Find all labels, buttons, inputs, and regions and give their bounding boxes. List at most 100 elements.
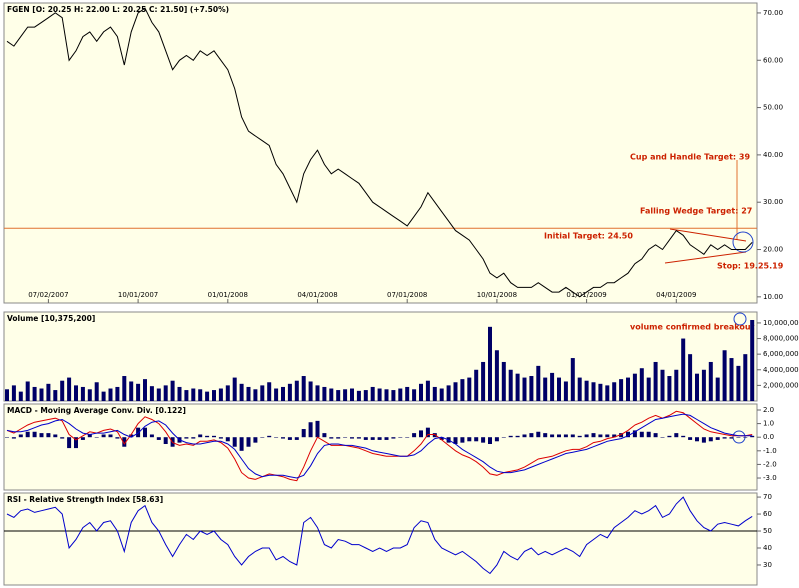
volume-bar [653, 361, 658, 401]
y-tick-label: 1.0 [763, 420, 774, 428]
histogram-bar [198, 434, 203, 438]
volume-bar [522, 377, 527, 401]
x-tick-label: 04/01/2008 [297, 291, 337, 299]
volume-bar [163, 385, 168, 401]
volume-bar [281, 386, 285, 401]
histogram-bar [5, 437, 9, 438]
histogram-bar [494, 437, 499, 442]
volume-bar [425, 380, 430, 401]
volume-bar [432, 386, 437, 401]
histogram-bar [674, 433, 679, 438]
histogram-bar [156, 437, 161, 440]
histogram-bar [60, 437, 65, 439]
histogram-bar [688, 437, 693, 440]
volume-bar [377, 388, 382, 401]
volume-bar [577, 377, 582, 401]
volume-bar [612, 382, 617, 401]
y-tick-label: 50.00 [763, 104, 783, 112]
y-tick-label: 8,000,000 [763, 335, 799, 343]
x-tick-label: 07/01/2008 [387, 291, 427, 299]
volume-bar [563, 381, 568, 401]
histogram-bar [570, 434, 575, 438]
histogram-bar [67, 437, 72, 449]
volume-bar [87, 389, 92, 401]
histogram-bar [191, 437, 196, 439]
histogram-bar [260, 437, 265, 438]
volume-bar [253, 389, 258, 401]
volume-bar [508, 369, 513, 401]
volume-bar [32, 386, 37, 401]
annotation: Cup and Handle Target: 39 [630, 153, 750, 162]
volume-bar [350, 388, 354, 401]
histogram-bar [212, 435, 216, 438]
histogram-bar [529, 433, 534, 438]
histogram-bar [336, 437, 341, 439]
volume-bar [453, 382, 458, 401]
volume-bar [722, 350, 727, 401]
histogram-bar [80, 437, 85, 440]
volume-bar [170, 380, 175, 401]
highlight-circle [732, 430, 746, 444]
volume-bar [515, 373, 520, 401]
histogram-bar [46, 433, 51, 438]
volume-bar [446, 385, 451, 401]
histogram-bar [246, 437, 251, 447]
volume-bar [39, 388, 44, 401]
histogram-bar [695, 437, 699, 442]
volume-bar [667, 376, 672, 401]
histogram-bar [253, 437, 258, 443]
volume-bar [156, 388, 161, 401]
histogram-bar [743, 437, 748, 438]
histogram-bar [129, 434, 134, 438]
y-tick-label: 60 [763, 510, 772, 518]
histogram-bar [39, 433, 44, 438]
panel-title: Volume [10,375,200] [7, 314, 95, 323]
histogram-bar [639, 431, 644, 438]
volume-bar [218, 388, 223, 401]
volume-bar [60, 380, 65, 401]
x-tick-label: 10/01/2007 [118, 291, 158, 299]
histogram-bar [74, 437, 78, 449]
histogram-bar [350, 437, 354, 439]
x-tick-label: 07/02/2007 [28, 291, 68, 299]
volume-bar [474, 369, 479, 401]
volume-bar [674, 369, 679, 401]
y-tick-label: 40 [763, 544, 772, 552]
histogram-bar [591, 433, 596, 438]
volume-bar [605, 385, 610, 401]
volume-bar [18, 391, 23, 401]
price-panel [3, 2, 758, 304]
y-tick-label: 30 [763, 561, 772, 569]
histogram-bar [108, 434, 113, 438]
histogram-bar [432, 433, 437, 438]
histogram-bar [584, 434, 589, 438]
y-tick-label: 4,000,000 [763, 366, 799, 374]
histogram-bar [315, 420, 320, 438]
histogram-bar [598, 434, 603, 438]
volume-bar [5, 389, 9, 401]
histogram-bar [619, 433, 624, 438]
volume-bar [74, 385, 78, 401]
volume-bar [184, 390, 189, 401]
histogram-bar [94, 437, 99, 438]
volume-bar [619, 379, 624, 401]
x-tick-label: 01/01/2009 [566, 291, 606, 299]
volume-bar [681, 338, 686, 401]
volume-bar [529, 376, 534, 401]
histogram-bar [412, 433, 417, 438]
volume-bar [688, 354, 693, 401]
histogram-bar [626, 431, 630, 438]
volume-bar [626, 377, 630, 401]
histogram-bar [218, 437, 223, 439]
volume-bar [363, 390, 368, 401]
annotation: volume confirmed breakout [630, 323, 755, 332]
y-tick-label: 10,000,000 [763, 319, 799, 327]
histogram-bar [667, 435, 672, 438]
histogram-bar [543, 433, 548, 438]
histogram-bar [501, 437, 506, 438]
volume-bar [274, 388, 279, 401]
volume-bar [488, 326, 492, 401]
volume-bar [191, 388, 196, 401]
histogram-bar [370, 437, 375, 440]
histogram-bar [632, 430, 637, 438]
